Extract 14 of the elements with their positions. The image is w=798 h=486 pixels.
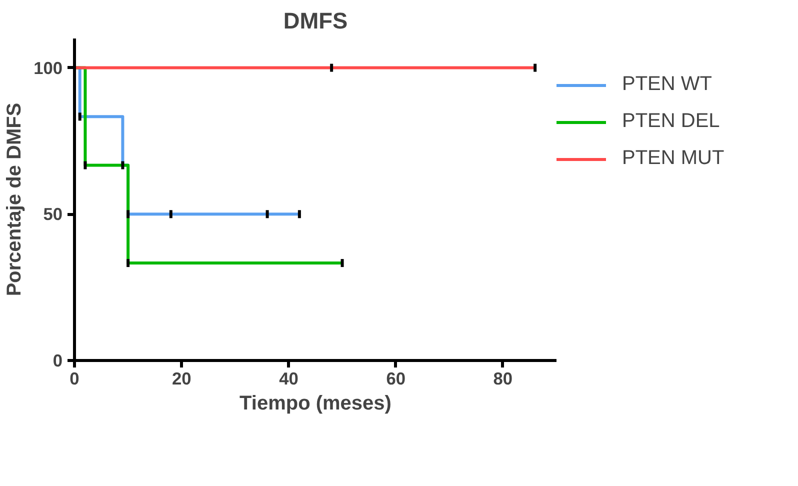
x-tick-label: 80 (493, 368, 513, 388)
x-axis-title: Tiempo (meses) (240, 392, 392, 414)
legend-label: PTEN MUT (622, 147, 724, 170)
x-tick-label: 20 (172, 368, 192, 388)
x-tick-label: 0 (70, 368, 80, 388)
legend-label: PTEN WT (622, 73, 712, 96)
x-tick-label: 60 (386, 368, 406, 388)
y-tick-label: 0 (52, 350, 63, 370)
y-tick-label: 100 (34, 58, 63, 78)
y-tick-label: 50 (43, 204, 63, 224)
chart-title: DMFS (283, 8, 348, 34)
legend-label: PTEN DEL (622, 110, 720, 133)
x-tick-label: 40 (279, 368, 298, 388)
y-axis-title: Porcentaje de DMFS (4, 102, 26, 296)
